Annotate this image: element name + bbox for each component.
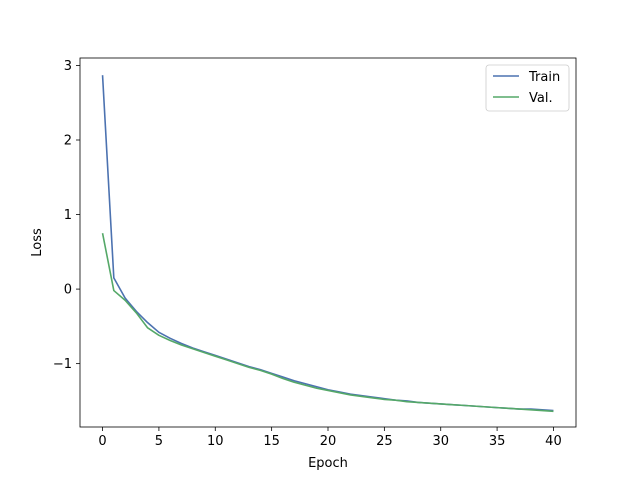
x-tick-label: 40 [545, 434, 562, 449]
plot-lines [101, 75, 554, 413]
y-axis-label: Loss [30, 228, 45, 257]
y-tick-label: 0 [64, 283, 72, 298]
x-tick-label: 5 [155, 434, 163, 449]
x-tick-label: 15 [263, 434, 280, 449]
x-tick-label: 25 [376, 434, 393, 449]
x-axis-ticks: 0 5 10 15 20 25 30 35 40 [98, 427, 562, 449]
y-tick-label: 2 [64, 134, 72, 149]
x-tick-label: 35 [489, 434, 506, 449]
series-line-train [101, 75, 554, 412]
legend: Train Val. [485, 64, 570, 112]
x-tick-label: 20 [320, 434, 337, 449]
legend-label: Val. [529, 91, 553, 106]
y-tick-label: 3 [64, 59, 72, 74]
x-tick-label: 30 [432, 434, 449, 449]
plot-frame [79, 57, 577, 428]
series-line-val [101, 233, 554, 413]
y-tick-label: −1 [53, 357, 72, 372]
x-axis-label: Epoch [308, 456, 348, 471]
legend-label: Train [528, 70, 560, 85]
x-tick-label: 10 [207, 434, 224, 449]
x-tick-label: 0 [98, 434, 106, 449]
y-axis-ticks: −1 0 1 2 3 [53, 59, 80, 372]
y-tick-label: 1 [64, 208, 72, 223]
